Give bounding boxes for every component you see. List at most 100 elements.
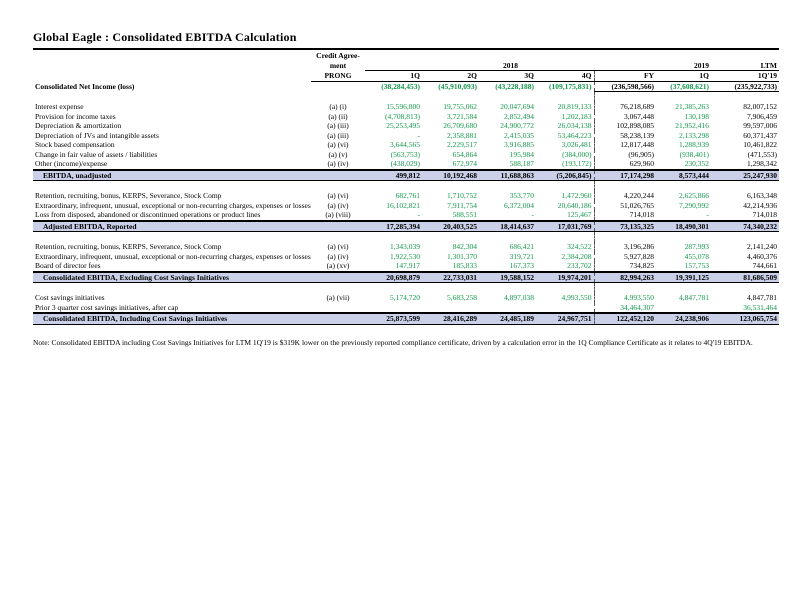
value-cell: 588,551 [452,210,477,219]
value-cell: 82,007,152 [743,102,778,111]
value-cell: 10,192,468 [422,168,479,181]
prong-cell: (a) (iv) [327,159,349,168]
value-cell [711,283,779,294]
table-row: Consolidated EBITDA, Excluding Cost Savi… [33,270,780,283]
value-cell: 19,974,201 [536,270,595,283]
row-label: Consolidated EBITDA, Excluding Cost Savi… [33,270,311,283]
prong-header-line2: ment [329,61,347,70]
value-cell: (96,905) [628,149,655,159]
value-cell: 4,847,781 [679,293,710,302]
value-cell: 714,018 [752,210,778,219]
row-label: Stock based compensation [35,140,115,149]
year-group-2018: 2018 [365,60,657,71]
value-cell: 28,416,289 [422,312,479,325]
row-label: Retention, recruiting, bonus, KERPS, Sev… [35,242,222,251]
value-cell: 36,531,464 [743,302,778,312]
value-cell [365,232,422,243]
value-cell: 147,917 [395,261,420,270]
value-cell: 24,238,906 [656,312,712,325]
value-cell: 99,597,006 [743,121,778,130]
value-cell: (43,228,188) [495,82,534,91]
prong-header-line3: PRONG [311,70,365,82]
value-cell [536,302,595,313]
value-cell: (109,175,831) [536,81,595,92]
value-cell: 3,721,584 [447,111,477,121]
spacer-row [33,180,779,192]
value-cell: 842,304 [452,242,477,251]
value-cell: 287,993 [684,242,710,251]
value-cell: 6,163,348 [747,191,778,200]
value-cell: 2,384,208 [536,251,595,261]
table-body: Consolidated Net Income (loss) (38,284,45… [33,81,780,325]
prong-cell [311,92,365,103]
value-cell: 734,825 [629,261,655,270]
value-cell: 185,833 [452,261,477,270]
value-cell: 654,864 [452,149,477,159]
value-cell: 3,196,286 [624,242,655,251]
table-header: Credit Agree- ment 2018 2019 LTM PRONG 1… [33,51,780,82]
prong-cell: (a) (iv) [327,200,349,210]
value-cell: 11,688,863 [479,168,536,181]
value-cell: - [706,210,710,219]
row-label [33,232,311,243]
row-label: Depreciation & amortization [35,121,122,130]
value-cell: 3,026,481 [536,140,595,150]
value-cell: 1,202,183 [536,111,595,121]
value-cell: 3,644,565 [390,140,420,149]
value-cell: 4,897,038 [504,293,534,302]
header-row-1: Credit Agree- [33,51,779,61]
table-row: Other (income)/expense (a) (iv) (438,029) 6… [33,159,779,170]
row-label: Interest expense [35,102,84,111]
table-row: Adjusted EBITDA, Reported 17,285,394 20,40… [33,219,780,232]
value-cell: (4,708,813) [385,111,420,121]
value-cell: 4,847,781 [747,293,778,302]
value-cell: 195,984 [509,149,534,159]
value-cell: (563,753) [390,149,420,159]
row-label: Retention, recruiting, bonus, KERPS, Sev… [35,191,222,200]
value-cell: 26,709,680 [443,121,477,130]
value-cell: 81,686,509 [711,270,780,283]
value-cell: 15,596,800 [386,102,420,111]
value-cell: 499,812 [365,168,422,181]
value-cell: 629,960 [629,159,655,168]
value-cell: 19,391,125 [656,270,712,283]
value-cell: 25,253,495 [386,121,420,130]
value-cell [479,232,536,243]
value-cell: 5,927,828 [624,251,655,261]
value-cell [422,181,479,192]
spacer-row [33,282,779,294]
row-label: Adjusted EBITDA, Reported [33,219,311,232]
value-cell: 74,340,232 [711,219,780,232]
row-label: Board of director fees [35,261,101,270]
value-cell: 233,702 [536,261,595,272]
value-cell [594,283,656,294]
row-label: Consolidated EBITDA, Including Cost Savi… [33,312,311,325]
page-title: Global Eagle : Consolidated EBITDA Calcu… [33,30,779,50]
value-cell: 672,974 [452,159,477,168]
value-cell: (38,284,453) [381,82,420,91]
table-row: Depreciation & amortization (a) (iii) 25,2… [33,121,779,131]
value-cell [422,92,479,103]
value-cell [656,92,711,103]
header-spacer [33,71,311,82]
value-cell: - [417,210,421,219]
value-cell: (236,598,566) [594,81,657,92]
value-cell [422,303,479,314]
header-spacer [711,51,779,61]
value-cell: 686,421 [509,242,534,251]
value-cell [536,282,595,293]
value-cell: 1,288,939 [679,140,710,149]
row-label: Extraordinary, infrequent, unusual, exce… [35,200,311,210]
col-header-2q: 2Q [422,70,479,82]
value-cell: 19,588,152 [479,270,536,283]
value-cell: 26,034,138 [536,121,595,131]
value-cell: 24,967,751 [536,312,595,325]
value-cell: 20,698,879 [365,270,422,283]
table-row: Provision for income taxes (a) (ii) (4,708… [33,111,779,121]
prong-cell: (a) (vi) [327,191,349,200]
col-header-1q: 1Q [365,70,422,82]
value-cell [536,91,595,102]
value-cell: 10,461,822 [743,140,778,149]
value-cell [711,232,779,243]
